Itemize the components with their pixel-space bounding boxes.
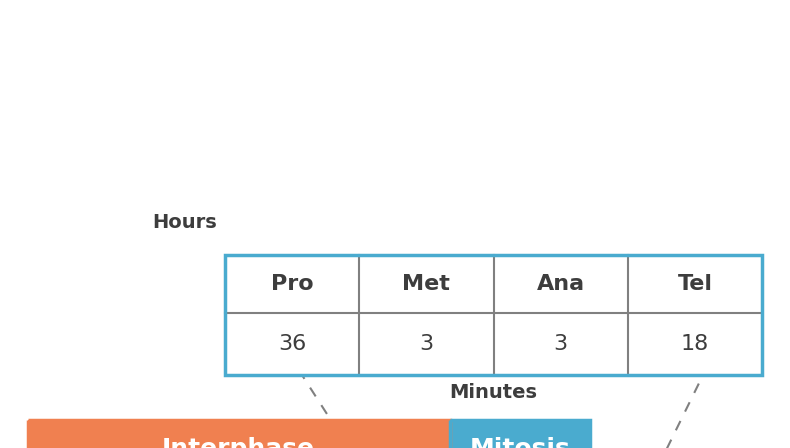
Bar [28, 420, 450, 448]
Text: 3: 3 [554, 334, 568, 354]
Text: Hours: Hours [152, 213, 217, 232]
Text: Ana: Ana [536, 274, 585, 294]
Text: Mitosis: Mitosis [469, 437, 570, 448]
Text: Minutes: Minutes [450, 383, 537, 402]
Text: 3: 3 [419, 334, 434, 354]
Text: Tel: Tel [677, 274, 713, 294]
Text: Pro: Pro [271, 274, 314, 294]
Bar [225, 255, 762, 375]
Text: 36: 36 [278, 334, 307, 354]
Text: Met: Met [402, 274, 450, 294]
Bar [28, 420, 450, 448]
Text: Interphase: Interphase [162, 437, 315, 448]
Text: 18: 18 [681, 334, 709, 354]
Bar [450, 420, 590, 448]
Bar [225, 255, 762, 375]
Bar [450, 420, 590, 448]
